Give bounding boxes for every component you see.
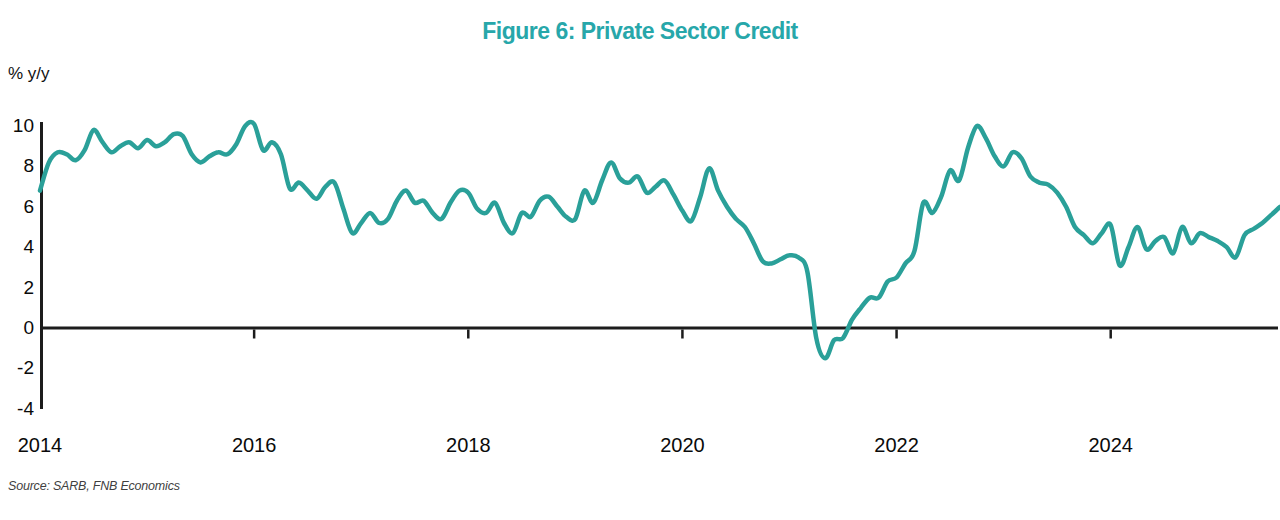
y-tick-label: 4: [2, 236, 34, 258]
x-tick-label: 2022: [857, 433, 937, 457]
y-tick-label: 10: [2, 115, 34, 137]
y-tick-label: 8: [2, 155, 34, 177]
y-tick-label: 0: [2, 317, 34, 339]
x-tick-label: 2014: [0, 433, 80, 457]
y-tick-label: 6: [2, 196, 34, 218]
x-tick-label: 2018: [428, 433, 508, 457]
y-tick-label: -4: [2, 398, 34, 420]
x-tick-label: 2024: [1071, 433, 1151, 457]
x-tick-label: 2020: [642, 433, 722, 457]
x-tick-label: 2016: [214, 433, 294, 457]
y-tick-label: 2: [2, 277, 34, 299]
y-tick-label: -2: [2, 357, 34, 379]
chart-figure: Figure 6: Private Sector Credit % y/y 10…: [0, 0, 1280, 520]
plot-area: 10 8 6 4 2 0 -2 -4 2014 2016 2018 2020 2022 2024: [0, 0, 1280, 520]
source-note: Source: SARB, FNB Economics: [8, 479, 180, 493]
credit-growth-line-series: [40, 122, 1280, 358]
